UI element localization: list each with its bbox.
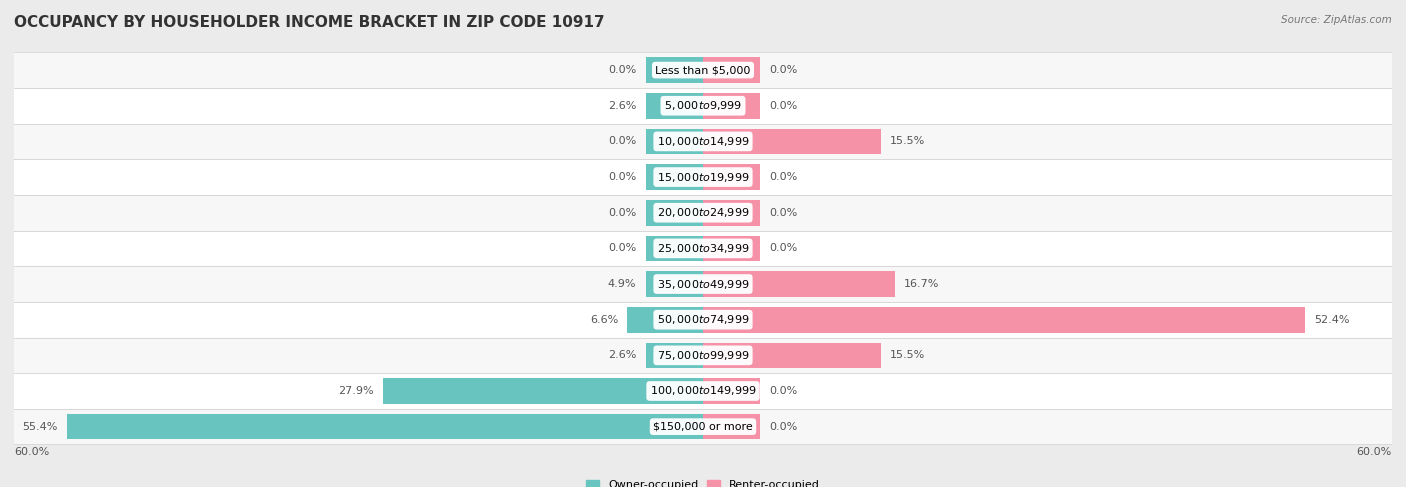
FancyBboxPatch shape xyxy=(0,302,1406,337)
Text: $5,000 to $9,999: $5,000 to $9,999 xyxy=(664,99,742,112)
Bar xyxy=(703,342,882,368)
Text: 0.0%: 0.0% xyxy=(769,422,797,431)
Bar xyxy=(645,236,703,261)
Bar xyxy=(703,378,761,404)
Bar xyxy=(703,414,761,439)
FancyBboxPatch shape xyxy=(0,88,1406,124)
Text: 15.5%: 15.5% xyxy=(890,350,925,360)
Bar xyxy=(645,129,703,154)
FancyBboxPatch shape xyxy=(0,124,1406,159)
Text: $75,000 to $99,999: $75,000 to $99,999 xyxy=(657,349,749,362)
Bar xyxy=(645,342,703,368)
Bar xyxy=(645,271,703,297)
Text: 16.7%: 16.7% xyxy=(904,279,939,289)
Text: $15,000 to $19,999: $15,000 to $19,999 xyxy=(657,170,749,184)
Text: 2.6%: 2.6% xyxy=(607,101,637,111)
FancyBboxPatch shape xyxy=(0,195,1406,230)
FancyBboxPatch shape xyxy=(0,373,1406,409)
FancyBboxPatch shape xyxy=(0,52,1406,88)
Text: Source: ZipAtlas.com: Source: ZipAtlas.com xyxy=(1281,15,1392,25)
Bar xyxy=(645,93,703,118)
Bar xyxy=(645,200,703,225)
Text: 0.0%: 0.0% xyxy=(769,65,797,75)
Text: 15.5%: 15.5% xyxy=(890,136,925,147)
Text: Less than $5,000: Less than $5,000 xyxy=(655,65,751,75)
FancyBboxPatch shape xyxy=(0,409,1406,445)
Bar xyxy=(645,164,703,190)
Bar xyxy=(703,164,761,190)
Bar xyxy=(703,57,761,83)
Bar xyxy=(703,200,761,225)
Text: 60.0%: 60.0% xyxy=(14,448,49,457)
Text: 6.6%: 6.6% xyxy=(589,315,619,325)
Text: $50,000 to $74,999: $50,000 to $74,999 xyxy=(657,313,749,326)
Text: 0.0%: 0.0% xyxy=(609,65,637,75)
FancyBboxPatch shape xyxy=(0,337,1406,373)
Text: 0.0%: 0.0% xyxy=(769,244,797,253)
Bar xyxy=(67,414,703,439)
Text: 52.4%: 52.4% xyxy=(1313,315,1350,325)
FancyBboxPatch shape xyxy=(0,230,1406,266)
Text: $100,000 to $149,999: $100,000 to $149,999 xyxy=(650,385,756,397)
FancyBboxPatch shape xyxy=(0,159,1406,195)
Text: 0.0%: 0.0% xyxy=(769,208,797,218)
Text: $10,000 to $14,999: $10,000 to $14,999 xyxy=(657,135,749,148)
Bar xyxy=(703,129,882,154)
Bar xyxy=(703,93,761,118)
Bar xyxy=(703,307,1305,333)
Legend: Owner-occupied, Renter-occupied: Owner-occupied, Renter-occupied xyxy=(581,475,825,487)
Text: 0.0%: 0.0% xyxy=(769,386,797,396)
Text: $150,000 or more: $150,000 or more xyxy=(654,422,752,431)
Text: 0.0%: 0.0% xyxy=(769,101,797,111)
Text: 60.0%: 60.0% xyxy=(1357,448,1392,457)
Text: 0.0%: 0.0% xyxy=(609,136,637,147)
Bar xyxy=(645,57,703,83)
Text: 0.0%: 0.0% xyxy=(609,172,637,182)
Text: 2.6%: 2.6% xyxy=(607,350,637,360)
Text: 27.9%: 27.9% xyxy=(337,386,374,396)
Text: OCCUPANCY BY HOUSEHOLDER INCOME BRACKET IN ZIP CODE 10917: OCCUPANCY BY HOUSEHOLDER INCOME BRACKET … xyxy=(14,15,605,30)
Bar xyxy=(382,378,703,404)
Text: $20,000 to $24,999: $20,000 to $24,999 xyxy=(657,206,749,219)
Text: $25,000 to $34,999: $25,000 to $34,999 xyxy=(657,242,749,255)
Text: 0.0%: 0.0% xyxy=(769,172,797,182)
FancyBboxPatch shape xyxy=(0,266,1406,302)
Text: 0.0%: 0.0% xyxy=(609,208,637,218)
Bar xyxy=(703,271,894,297)
Text: 55.4%: 55.4% xyxy=(22,422,58,431)
Text: $35,000 to $49,999: $35,000 to $49,999 xyxy=(657,278,749,291)
Bar xyxy=(703,236,761,261)
Bar xyxy=(627,307,703,333)
Text: 4.9%: 4.9% xyxy=(607,279,637,289)
Text: 0.0%: 0.0% xyxy=(609,244,637,253)
